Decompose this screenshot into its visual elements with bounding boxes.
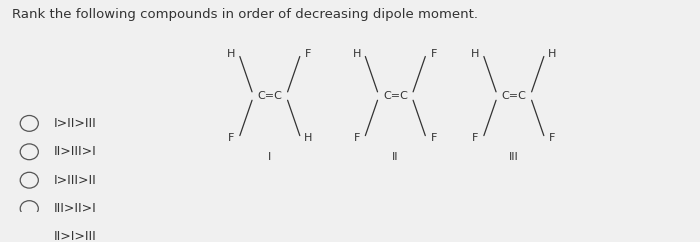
Text: F: F <box>473 133 479 143</box>
Text: I: I <box>268 152 272 162</box>
Text: H: H <box>353 49 361 59</box>
Text: I>III>II: I>III>II <box>54 174 97 187</box>
Text: F: F <box>228 133 235 143</box>
Text: F: F <box>430 49 437 59</box>
Text: C=C: C=C <box>258 91 282 101</box>
Text: F: F <box>549 133 555 143</box>
Text: II>I>III: II>I>III <box>54 230 97 242</box>
Text: II: II <box>392 152 398 162</box>
Text: H: H <box>228 49 236 59</box>
Text: H: H <box>471 49 480 59</box>
Text: F: F <box>430 133 437 143</box>
Text: F: F <box>354 133 360 143</box>
Text: I>II>III: I>II>III <box>54 117 97 130</box>
Text: F: F <box>305 49 312 59</box>
Text: H: H <box>548 49 556 59</box>
Text: III>II>I: III>II>I <box>54 202 97 215</box>
Text: Rank the following compounds in order of decreasing dipole moment.: Rank the following compounds in order of… <box>12 8 478 21</box>
Text: H: H <box>304 133 312 143</box>
Text: C=C: C=C <box>501 91 526 101</box>
Text: C=C: C=C <box>383 91 408 101</box>
Text: III: III <box>509 152 519 162</box>
Text: II>III>I: II>III>I <box>54 145 97 158</box>
